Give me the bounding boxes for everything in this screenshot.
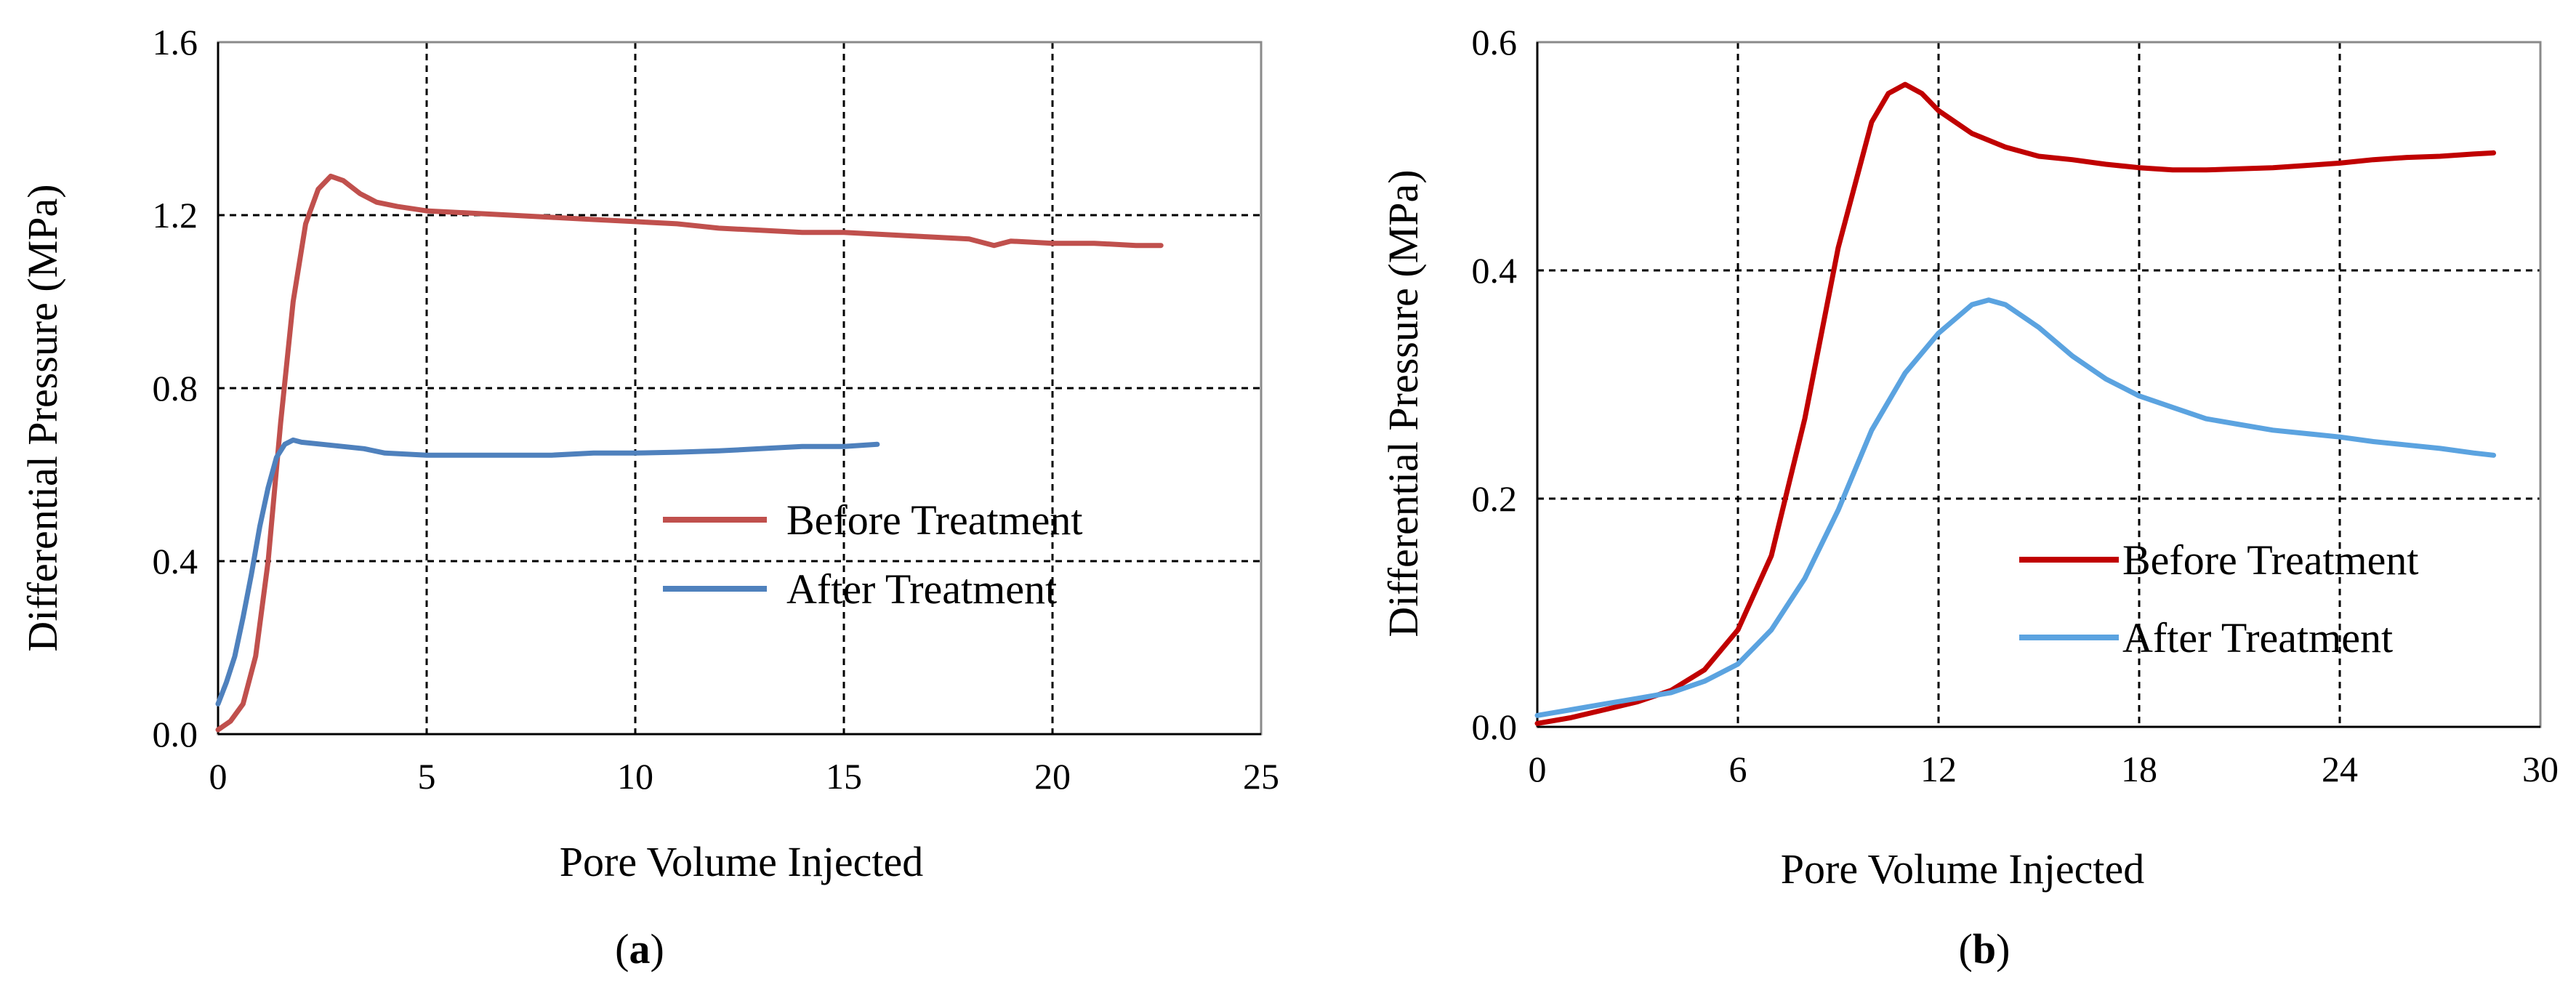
series-line-after-b <box>1534 297 2497 718</box>
grid-lines-a <box>218 42 1261 734</box>
y-tick-label-a-3: 1.2 <box>153 195 198 236</box>
legend-label-before-a: Before Treatment <box>786 496 1083 544</box>
legend-label-before-b: Before Treatment <box>2122 536 2419 584</box>
x-tick-label-b-3: 18 <box>2121 749 2157 789</box>
chart-panel-a: 0 5 10 15 20 25 0.0 0.4 0.8 1.2 1.6 Pore Volume I… <box>19 22 1279 973</box>
y-tick-label-b-3: 0.6 <box>1472 22 1518 63</box>
series-line-before-a <box>215 173 1164 733</box>
series-line-before-b <box>1534 81 2497 726</box>
legend-label-after-a: After Treatment <box>786 566 1057 613</box>
series-group-a <box>215 173 1164 733</box>
x-tick-label-a-5: 25 <box>1243 756 1279 797</box>
x-axis-label-b: Pore Volume Injected <box>1781 845 2144 893</box>
x-tick-labels-a: 0 5 10 15 20 25 <box>209 756 1280 797</box>
y-tick-label-b-0: 0.0 <box>1472 707 1518 747</box>
x-tick-label-b-4: 24 <box>2322 749 2358 789</box>
panel-caption-a: (a) <box>615 925 664 973</box>
legend-label-after-b: After Treatment <box>2122 614 2393 661</box>
x-tick-label-b-5: 30 <box>2522 749 2559 789</box>
x-tick-label-b-0: 0 <box>1529 749 1547 789</box>
x-tick-label-a-3: 15 <box>826 756 862 797</box>
x-tick-label-b-2: 12 <box>1920 749 1957 789</box>
y-tick-label-b-2: 0.4 <box>1472 250 1518 291</box>
legend-b: Before Treatment After Treatment <box>2019 536 2419 661</box>
y-tick-labels-b: 0.0 0.2 0.4 0.6 <box>1472 22 1518 747</box>
legend-a: Before Treatment After Treatment <box>663 496 1083 613</box>
x-tick-label-b-1: 6 <box>1729 749 1747 789</box>
y-axis-label-b: Differential Pressure (MPa) <box>1380 169 1427 637</box>
x-tick-label-a-1: 5 <box>418 756 436 797</box>
panel-letter-a: a <box>629 925 651 973</box>
x-tick-label-a-4: 20 <box>1034 756 1071 797</box>
y-tick-label-a-4: 1.6 <box>153 22 198 63</box>
x-tick-label-a-2: 10 <box>617 756 653 797</box>
panel-caption-b: (b) <box>1959 925 2011 973</box>
x-axis-label-a: Pore Volume Injected <box>560 838 923 885</box>
grid-lines-b <box>1537 42 2540 727</box>
y-tick-label-b-1: 0.2 <box>1472 478 1518 519</box>
y-tick-label-a-0: 0.0 <box>153 714 198 754</box>
y-axis-label-a: Differential Pressure (MPa) <box>19 184 66 651</box>
y-tick-labels-a: 0.0 0.4 0.8 1.2 1.6 <box>153 22 198 754</box>
x-tick-label-a-0: 0 <box>209 756 228 797</box>
chart-panel-b: 0 6 12 18 24 30 0.0 0.2 0.4 0.6 Pore Volume Inje… <box>1380 22 2559 973</box>
series-line-after-a <box>215 437 880 707</box>
y-tick-label-a-1: 0.4 <box>153 541 198 581</box>
y-tick-label-a-2: 0.8 <box>153 368 198 409</box>
x-tick-labels-b: 0 6 12 18 24 30 <box>1529 749 2559 789</box>
series-group-b <box>1534 81 2497 726</box>
panel-letter-b: b <box>1973 925 1996 973</box>
